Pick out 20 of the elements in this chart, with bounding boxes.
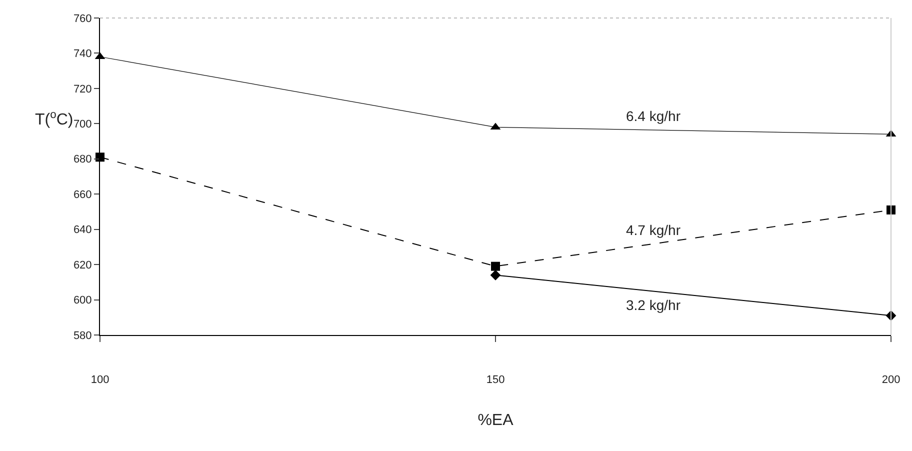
y-tick-label: 580	[73, 330, 92, 342]
y-tick-label: 640	[73, 224, 92, 236]
point	[490, 270, 501, 280]
x-tick-label: 150	[486, 374, 505, 386]
y-tick-label: 600	[73, 294, 92, 307]
y-tick-label: 660	[73, 188, 92, 201]
x-tick-label: 100	[90, 374, 110, 386]
y-axis-title: T($^{o}$C)	[35, 109, 74, 129]
y-tick-label: 620	[73, 259, 92, 272]
x-tick-label: 200	[882, 374, 900, 386]
y-tick-label: 700	[73, 118, 92, 131]
y-tick-label: 760	[73, 12, 92, 25]
series-label: 3.2 kg/hr	[626, 297, 681, 313]
y-tick-label: 680	[73, 154, 92, 166]
series-label: 6.4 kg/hr	[626, 108, 681, 124]
x-axis-title: %EA	[478, 412, 514, 429]
series-label: 4.7 kg/hr	[626, 222, 681, 238]
y-tick-label: 740	[73, 48, 92, 60]
y-tick-label: 720	[73, 83, 92, 96]
point	[491, 262, 500, 271]
